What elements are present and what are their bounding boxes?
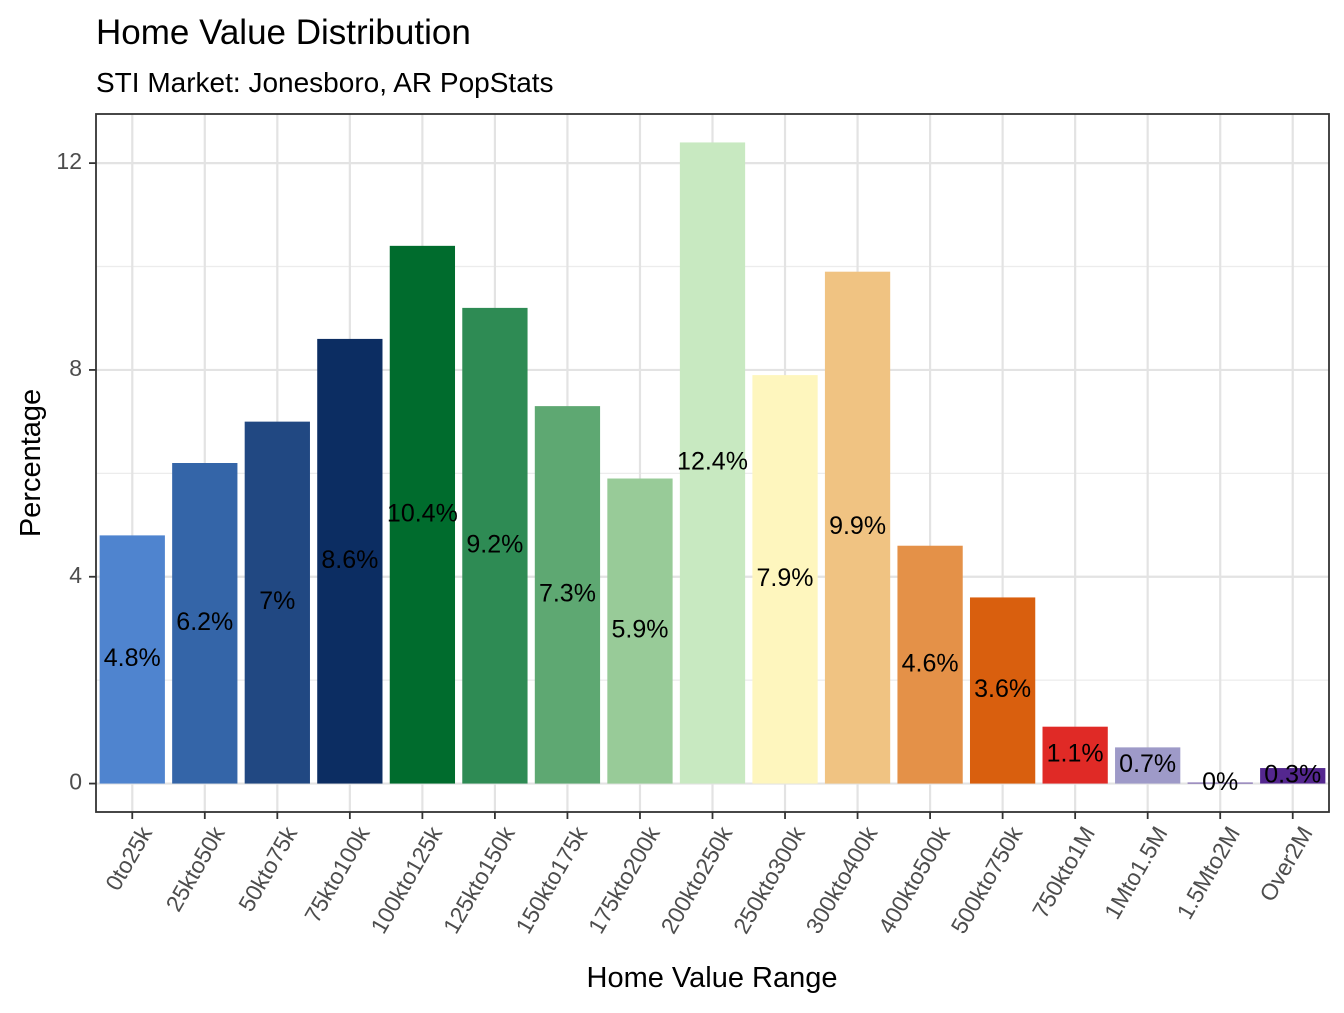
data-label: 0.7% [1119,750,1176,778]
data-label: 10.4% [387,499,458,527]
data-label: 5.9% [611,616,668,644]
y-tick-label: 12 [56,148,82,174]
x-tick-label: 75kto100k [299,821,375,926]
x-tick-label: 200kto250k [655,821,737,937]
bar [824,271,891,784]
chart-subtitle: STI Market: Jonesboro, AR PopStats [96,67,554,98]
x-axis: 0to25k 25kto50k 50kto75k75kto100k100kto125… [100,812,1318,938]
data-label: 8.6% [321,546,378,574]
y-tick-label: 0 [69,769,82,795]
data-label: 4.8% [104,644,161,672]
bar [679,142,746,784]
x-tick-label: 50kto75k [233,821,302,915]
bar [1187,782,1253,784]
x-tick-label: 175kto200k [583,821,665,937]
data-label: 1.1% [1047,740,1104,768]
x-tick-label: Over2M [1254,822,1317,906]
bar [172,463,238,784]
x-tick-label: 1Mto1.5M [1099,822,1173,924]
data-label: 0% [1202,768,1238,796]
data-label: 6.2% [176,608,233,636]
data-label: 12.4% [677,448,748,476]
bar [969,597,1036,784]
x-axis-title: Home Value Range [587,962,838,994]
data-label: 9.2% [466,530,523,558]
data-label: 3.6% [974,675,1031,703]
bar [1260,768,1326,784]
bar [607,478,673,784]
bar [462,307,528,784]
x-tick-label: 100kto125k [365,821,447,937]
x-tick-label: 750kto1M [1027,822,1100,922]
y-axis-title: Percentage [15,389,47,537]
x-tick-label: 500kto750k [946,821,1028,937]
data-labels: 4.8% 6.2% 7% 8.6% 10.4% 9.2% 7.3% 5.9% 12.4% 7.9%… [104,448,1321,797]
chart-title: Home Value Distribution [96,13,471,52]
x-tick-label: 1.5Mto2M [1171,822,1245,924]
y-axis: 0 4 8 12 [56,148,96,795]
bar [389,245,456,784]
bar [1042,726,1108,784]
x-tick-label: 0to25k [100,821,157,894]
bar [99,535,165,784]
x-tick-label: 300kto400k [800,821,882,937]
bar [317,338,383,784]
data-label: 7.3% [539,579,596,607]
bar [244,421,310,784]
data-label: 7% [259,587,295,615]
y-tick-label: 8 [69,355,82,381]
bars [99,142,1326,784]
y-tick-label: 4 [69,562,82,588]
x-tick-label: 150kto175k [510,821,592,937]
x-tick-label: 125kto150k [438,821,520,937]
data-label: 7.9% [757,564,814,592]
data-label: 9.9% [829,512,886,540]
x-tick-label: 400kto500k [873,821,955,937]
bar [534,406,601,784]
bar [752,375,818,784]
x-tick-label: 25kto50k [160,821,229,915]
bar [1115,747,1181,784]
bar [897,545,963,784]
data-label: 0.3% [1264,760,1321,788]
data-label: 4.6% [902,649,959,677]
x-tick-label: 250kto300k [728,821,810,937]
